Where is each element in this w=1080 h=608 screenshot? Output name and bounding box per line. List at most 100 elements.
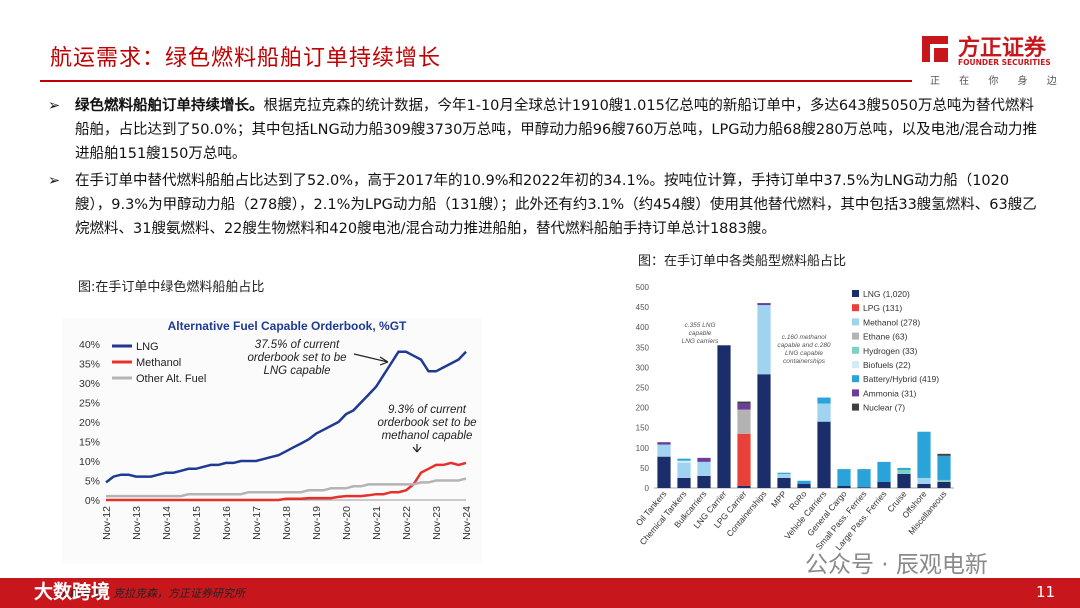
y-tick-label: 250 [636, 384, 650, 393]
bar-segment [877, 461, 891, 482]
chart-title: Alternative Fuel Capable Orderbook, %GT [168, 319, 407, 333]
bullet-text: 根据克拉克森的统计数据，今年1-10月全球总计1910艘1.015亿总吨的新船订… [75, 98, 1037, 162]
bar-segment [777, 477, 791, 488]
x-tick-label: Nov-17 [251, 506, 263, 540]
line-series [106, 477, 467, 498]
y-tick-label: 25% [79, 398, 100, 410]
footer-band [0, 578, 1080, 608]
bar-segment [817, 397, 831, 404]
annotation: 9.3% of current [388, 404, 467, 416]
annotation: LNG carriers [682, 338, 720, 345]
annotation: methanol capable [382, 430, 473, 442]
x-tick-label: Nov-23 [431, 506, 443, 540]
bullet-lead: 绿色燃料船舶订单持续增长。 [75, 98, 264, 114]
bullet-list: 绿色燃料船舶订单持续增长。根据克拉克森的统计数据，今年1-10月全球总计1910… [48, 94, 1038, 244]
legend-label: LNG [136, 341, 159, 353]
legend-label: Methanol [136, 357, 181, 369]
annotation: LNG capable [785, 350, 823, 357]
bar-segment [917, 477, 931, 484]
annotation: containerships [783, 358, 826, 365]
bar-segment [837, 469, 851, 486]
bar-segment [917, 483, 931, 488]
bar-segment [697, 475, 711, 488]
bullet: 绿色燃料船舶订单持续增长。根据克拉克森的统计数据，今年1-10月全球总计1910… [48, 94, 1038, 166]
x-tick-label: Nov-14 [161, 506, 173, 540]
bar-segment [737, 433, 751, 486]
bar-segment [757, 303, 771, 306]
bar-segment [677, 458, 691, 461]
plot-background [62, 318, 482, 563]
bar-segment [817, 421, 831, 488]
y-tick-label: 5% [85, 476, 100, 488]
bar-segment [937, 479, 951, 482]
y-tick-label: 30% [79, 378, 100, 390]
legend-swatch [852, 332, 859, 340]
legend-label: Other Alt. Fuel [136, 373, 206, 385]
y-tick-label: 350 [636, 343, 650, 352]
line-series [106, 461, 467, 502]
bar-segment [657, 444, 671, 457]
bar-segment [737, 401, 751, 404]
line-series [105, 350, 467, 484]
legend-label: Biofuels (22) [863, 360, 911, 370]
annotation: orderbook set to be [377, 417, 476, 429]
bar-segment [897, 467, 911, 470]
x-tick-label: Nov-22 [401, 506, 413, 540]
legend-swatch [852, 375, 859, 383]
watermark: 大数跨境 [34, 581, 111, 603]
bullet: 在手订单中替代燃料船舶占比达到了52.0%，高于2017年的10.9%和2022… [48, 169, 1038, 241]
bar-segment [697, 461, 711, 476]
bar-segment [857, 487, 871, 488]
logo-icon [922, 36, 948, 62]
y-tick-label: 450 [636, 303, 650, 312]
bar-segment [657, 456, 671, 488]
bar-segment [757, 374, 771, 488]
arrow [412, 444, 422, 453]
bar-segment [737, 485, 751, 488]
y-tick-label: 10% [79, 456, 100, 468]
x-tick-label: Nov-18 [281, 506, 293, 540]
legend-label: Ammonia (31) [863, 388, 917, 398]
annotation: capable [689, 330, 712, 337]
bar-segment [737, 409, 751, 434]
annotation: c.355 LNG [684, 322, 715, 329]
bar-segment [677, 460, 691, 463]
bullet-text: 在手订单中替代燃料船舶占比达到了52.0%，高于2017年的10.9%和2022… [75, 173, 1037, 237]
bar-segment [697, 457, 711, 462]
bar-segment [817, 403, 831, 422]
legend-swatch [852, 361, 859, 368]
watermark: 公众号 · 辰观电新 [805, 552, 988, 578]
y-tick-label: 500 [636, 283, 650, 292]
figure-caption: 图:在手订单中绿色燃料船舶占比 [78, 280, 265, 295]
bar-segment [757, 305, 771, 375]
bar-segment [937, 481, 951, 488]
logo-text: 方正证券 [958, 36, 1047, 61]
y-tick-label: 150 [636, 424, 650, 433]
legend-swatch [852, 346, 859, 354]
annotation: LNG capable [263, 365, 330, 377]
legend-swatch [852, 290, 859, 297]
bar-segment [797, 480, 811, 484]
y-tick-label: 400 [636, 323, 650, 332]
page-number: 11 [1036, 583, 1056, 601]
y-tick-label: 200 [636, 404, 650, 413]
x-tick-label: Nov-20 [341, 506, 353, 540]
annotation: c.160 methanol [782, 334, 827, 341]
x-tick-label: MPP [769, 489, 789, 510]
x-tick-label: Nov-24 [461, 506, 473, 540]
bar-segment [897, 473, 911, 488]
x-tick-label: Nov-13 [131, 506, 143, 540]
annotation: orderbook set to be [247, 352, 346, 364]
y-tick-label: 15% [79, 437, 100, 449]
bar-segment [737, 403, 751, 410]
annotation: capable and c.280 [777, 342, 831, 349]
y-tick-label: 50 [640, 464, 649, 473]
legend-label: LNG (1,020) [863, 289, 910, 299]
slogan: 正 在 你 身 边 [930, 76, 1065, 87]
bar-segment [777, 473, 791, 478]
legend-label: Hydrogen (33) [863, 346, 918, 356]
legend-label: Ethane (63) [863, 332, 908, 342]
x-tick-label: Nov-21 [371, 506, 383, 540]
legend-label: LPG (131) [863, 303, 902, 313]
